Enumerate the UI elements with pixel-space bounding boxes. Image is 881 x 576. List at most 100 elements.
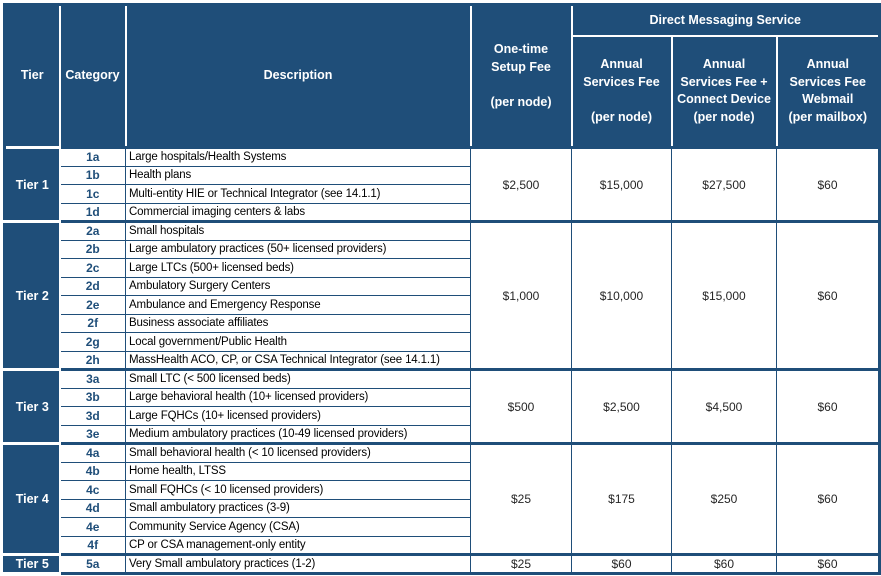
description-cell: Ambulatory Surgery Centers [125,276,471,296]
description-cell: Large ambulatory practices (50+ licensed… [125,239,471,259]
fee-schedule-table: Tier Category Description One-time Setup… [3,3,881,575]
table-row: 1c Multi-entity HIE or Technical Integrat… [5,184,880,204]
description-cell: Large behavioral health (10+ licensed pr… [125,387,471,407]
fee-annual-connect-cell: $15,000 [671,220,777,370]
table-row: 4d Small ambulatory practices (3-9) [5,498,880,518]
header-direct-messaging-service: Direct Messaging Service [570,3,881,37]
header-description: Description [124,3,472,149]
category-cell: 2g [59,332,126,352]
table-row: Tier 4 4a Small behavioral health (< 10 li… [3,442,880,556]
fee-webmail-cell: $60 [776,368,880,444]
category-cell: 3e [59,424,126,444]
category-cell: 2e [59,295,126,315]
table-row: Tier 5 5a Very Small ambulatory practices … [3,553,880,575]
header-annual-webmail-fee: Annual Services Fee Webmail (per mailbox… [775,34,881,149]
table-row: 2e Ambulance and Emergency Response [5,295,880,315]
table-row: 1d Commercial imaging centers & labs [5,202,880,222]
description-cell: Community Service Agency (CSA) [125,517,471,537]
description-cell: Health plans [125,165,471,185]
description-cell: Multi-entity HIE or Technical Integrator… [125,184,471,204]
fee-annual-connect-cell: $60 [671,553,777,574]
category-cell: 1d [59,202,126,222]
description-cell: Local government/Public Health [125,332,471,352]
description-cell: CP or CSA management-only entity [125,535,471,555]
tier-label: Tier 2 [3,220,61,371]
fee-webmail-cell: $60 [776,442,880,555]
category-cell: 1a [59,146,126,167]
fee-annual-cell: $2,500 [571,368,672,444]
fee-annual-connect-cell: $4,500 [671,368,777,444]
table-row: 2g Local government/Public Health [5,332,880,352]
description-cell: Ambulance and Emergency Response [125,295,471,315]
description-cell: Small hospitals [125,220,471,241]
description-cell: Large FQHCs (10+ licensed providers) [125,406,471,426]
table-row: 3b Large behavioral health (10+ licensed … [5,387,880,407]
tier-label: Tier 5 [3,553,61,575]
category-cell: 2d [59,276,126,296]
category-cell: 4a [59,442,126,463]
header-tier: Tier [3,3,61,149]
category-cell: 2f [59,313,126,333]
description-cell: Large LTCs (500+ licensed beds) [125,258,471,278]
table-row: Tier 2 2a Small hospitals $1,000 $10,000 $15,… [3,220,880,371]
category-cell: 3d [59,406,126,426]
table-row: 4c Small FQHCs (< 10 licensed providers) [5,480,880,500]
fee-annual-connect-cell: $250 [671,442,777,555]
header-setup-fee: One-time Setup Fee (per node) [469,3,573,149]
category-cell: 1c [59,184,126,204]
category-cell: 2h [59,350,126,370]
description-cell: Large hospitals/Health Systems [125,146,471,167]
description-cell: Home health, LTSS [125,461,471,481]
description-cell: Commercial imaging centers & labs [125,202,471,222]
description-cell: Small LTC (< 500 licensed beds) [125,368,471,389]
fee-annual-cell: $10,000 [571,220,672,370]
fee-webmail-cell: $60 [776,220,880,370]
category-cell: 4f [59,535,126,555]
fee-annual-connect-cell: $27,500 [671,146,777,222]
tier-label: Tier 4 [3,442,61,556]
header-group-row: Tier Category Description One-time Setup… [3,3,881,149]
fee-annual-cell: $15,000 [571,146,672,222]
description-cell: Medium ambulatory practices (10-49 licen… [125,424,471,444]
fee-setup-cell: $2,500 [470,146,572,222]
tier-label: Tier 1 [3,146,61,223]
header-category: Category [58,3,127,149]
table-row: 2f Business associate affiliates [5,313,880,333]
fee-webmail-cell: $60 [776,146,880,222]
category-cell: 2a [59,220,126,241]
header-annual-fee: Annual Services Fee (per node) [570,34,673,149]
fee-setup-cell: $500 [470,368,572,444]
description-cell: Small ambulatory practices (3-9) [125,498,471,518]
table-header: Tier Category Description One-time Setup… [3,3,881,149]
table-row: 4f CP or CSA management-only entity [5,535,880,555]
table-row: 2b Large ambulatory practices (50+ licens… [5,239,880,259]
table-row: 2c Large LTCs (500+ licensed beds) [5,258,880,278]
description-cell: MassHealth ACO, CP, or CSA Technical Int… [125,350,471,370]
description-cell: Very Small ambulatory practices (1-2) [125,553,471,574]
category-cell: 3b [59,387,126,407]
fee-webmail-cell: $60 [776,553,880,574]
fee-setup-cell: $1,000 [470,220,572,370]
category-cell: 2c [59,258,126,278]
header-annual-connect-fee: Annual Services Fee + Connect Device (pe… [670,34,778,149]
table-body: Tier 1 1a Large hospitals/Health Systems $2… [3,146,880,575]
fee-annual-cell: $60 [571,553,672,574]
table-row: 3d Large FQHCs (10+ licensed providers) [5,406,880,426]
description-cell: Business associate affiliates [125,313,471,333]
fee-annual-cell: $175 [571,442,672,555]
fee-setup-cell: $25 [470,553,572,574]
tier-label: Tier 3 [3,368,61,445]
description-cell: Small FQHCs (< 10 licensed providers) [125,480,471,500]
table-row: Tier 1 1a Large hospitals/Health Systems $2… [3,146,880,223]
category-cell: 4d [59,498,126,518]
category-cell: 3a [59,368,126,389]
header-sub-row: Annual Services Fee (per node) Annual Se… [5,34,881,149]
category-cell: 4e [59,517,126,537]
category-cell: 5a [59,553,126,574]
description-cell: Small behavioral health (< 10 licensed p… [125,442,471,463]
category-cell: 1b [59,165,126,185]
category-cell: 2b [59,239,126,259]
table-row: Tier 3 3a Small LTC (< 500 licensed beds) $… [3,368,880,445]
category-cell: 4b [59,461,126,481]
